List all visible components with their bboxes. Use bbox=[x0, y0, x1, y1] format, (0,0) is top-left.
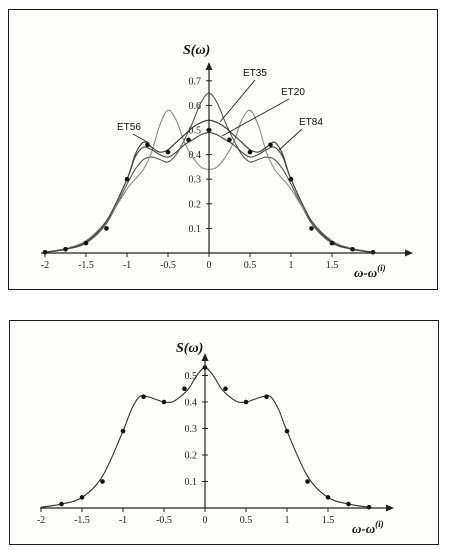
data-point bbox=[288, 176, 294, 182]
x-tick-label: -2 bbox=[41, 260, 49, 271]
y-tick-label: 0.2 bbox=[185, 451, 198, 462]
x-tick-label: -1.5 bbox=[74, 515, 90, 526]
x-tick-label: -1 bbox=[119, 515, 127, 526]
data-point bbox=[42, 249, 48, 255]
data-point bbox=[350, 247, 355, 252]
data-point bbox=[79, 495, 85, 500]
data-point bbox=[83, 240, 89, 246]
bottom-chart-panel: -2 -1.5 -1 -0.5 0 0.5 1 1.5 0.1 0.2 0.3 0.4 0.5 S(ω)… bbox=[9, 320, 439, 545]
data-point bbox=[124, 176, 130, 182]
data-point bbox=[370, 249, 376, 255]
data-point bbox=[120, 428, 126, 434]
annotation-et84-leader bbox=[278, 128, 303, 151]
bottom-chart: -2 -1.5 -1 -0.5 0 0.5 1 1.5 0.1 0.2 0.3 0.4 0.5 S(ω)… bbox=[37, 341, 394, 536]
y-tick-label: 0.5 bbox=[185, 371, 198, 382]
annotation-et20: ET20 bbox=[281, 87, 305, 98]
data-point bbox=[145, 142, 150, 148]
annotation-et56-leader bbox=[132, 133, 150, 144]
x-tick-label: 1 bbox=[285, 515, 290, 526]
data-point bbox=[329, 240, 335, 246]
y-axis-label: S(ω) bbox=[183, 43, 210, 58]
y-tick-label: 0.3 bbox=[189, 175, 202, 186]
x-tick-label: -2 bbox=[37, 515, 45, 526]
x-tick-label: -1 bbox=[123, 260, 131, 271]
data-point bbox=[284, 428, 290, 434]
y-tick-label: 0.1 bbox=[189, 224, 202, 235]
x-tick-label: 1.5 bbox=[326, 260, 339, 271]
data-point bbox=[104, 226, 109, 231]
data-point bbox=[366, 504, 372, 510]
annotation-et84: ET84 bbox=[299, 117, 323, 128]
annotation-et56: ET56 bbox=[117, 122, 141, 133]
data-point bbox=[63, 247, 68, 252]
y-tick-label: 0.3 bbox=[185, 424, 198, 435]
y-axis-label: S(ω) bbox=[176, 341, 203, 356]
data-point bbox=[186, 137, 191, 143]
y-tick-label: 0.5 bbox=[189, 126, 202, 137]
data-point bbox=[141, 394, 146, 399]
data-point bbox=[59, 501, 64, 507]
y-tick-label: 0.4 bbox=[189, 150, 202, 161]
x-tick-label: -1.5 bbox=[78, 260, 94, 271]
data-point bbox=[223, 386, 228, 392]
y-axis-arrow bbox=[201, 353, 209, 361]
x-axis-arrow bbox=[405, 249, 413, 257]
x-tick-label: 0 bbox=[207, 260, 212, 271]
x-tick-label: 1 bbox=[289, 260, 294, 271]
data-point bbox=[243, 399, 249, 405]
annotation-et35-leader bbox=[219, 79, 256, 123]
data-point bbox=[325, 495, 331, 500]
data-point bbox=[346, 501, 351, 507]
y-tick-label: 0.1 bbox=[185, 477, 198, 488]
x-axis-label: ω-ω(i) bbox=[354, 263, 386, 280]
x-tick-label: -0.5 bbox=[160, 260, 176, 271]
x-tick-label: 0 bbox=[203, 515, 208, 526]
data-point bbox=[305, 479, 310, 484]
data-point bbox=[100, 479, 105, 484]
data-point bbox=[227, 137, 232, 143]
x-axis-label: ω-ω(i) bbox=[352, 519, 384, 536]
data-point bbox=[161, 399, 167, 405]
data-point bbox=[165, 149, 171, 155]
x-tick-label: 1.5 bbox=[322, 515, 335, 526]
top-chart: -2 -1.5 -1 -0.5 0 0.5 1 1.5 0.1 0.2 0.3 0.4 0.5 0.6 0.… bbox=[41, 43, 413, 280]
data-point bbox=[182, 386, 187, 392]
x-tick-label: -0.5 bbox=[156, 515, 172, 526]
y-tick-label: 0.6 bbox=[189, 101, 202, 112]
x-axis-arrow bbox=[386, 504, 394, 512]
x-tick-label: 0.5 bbox=[244, 260, 257, 271]
data-point bbox=[247, 149, 253, 155]
annotation-et20-leader bbox=[221, 98, 290, 137]
x-tick-label: 0.5 bbox=[240, 515, 253, 526]
y-tick-label: 0.4 bbox=[185, 398, 198, 409]
data-point bbox=[309, 226, 314, 231]
y-axis-arrow bbox=[205, 62, 213, 70]
y-tick-label: 0.2 bbox=[189, 199, 202, 210]
data-point bbox=[268, 142, 273, 148]
annotation-et35: ET35 bbox=[243, 68, 267, 79]
y-tick-label: 0.7 bbox=[189, 76, 202, 87]
data-point bbox=[264, 394, 269, 399]
top-chart-panel: -2 -1.5 -1 -0.5 0 0.5 1 1.5 0.1 0.2 0.3 0.4 0.5 0.6 0.… bbox=[8, 9, 438, 290]
